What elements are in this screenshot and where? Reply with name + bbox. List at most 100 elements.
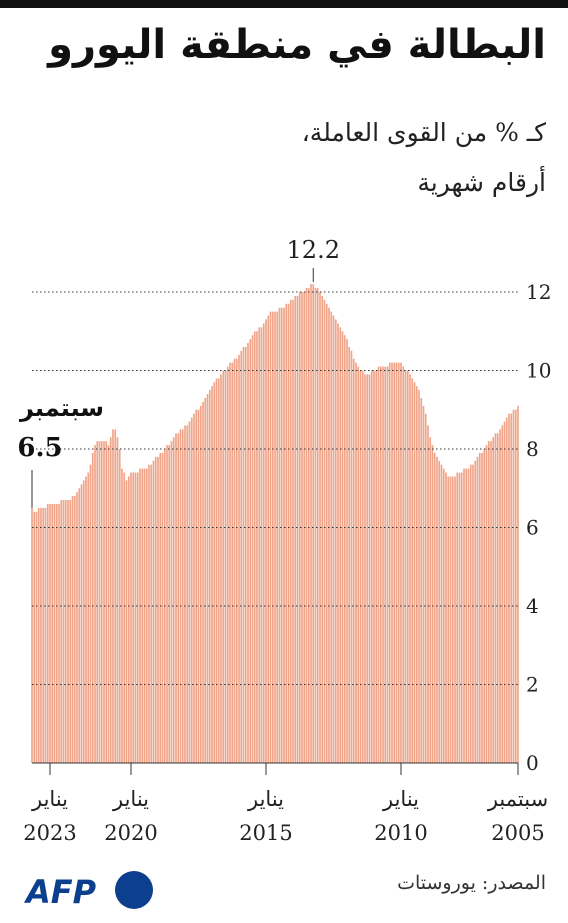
bar — [375, 370, 378, 763]
bar — [139, 468, 141, 763]
y-tick-label: 10 — [526, 359, 551, 383]
bar — [130, 472, 132, 763]
bar — [80, 484, 83, 763]
bar — [262, 323, 265, 763]
bar — [145, 468, 148, 763]
bar — [325, 303, 328, 763]
bar — [181, 429, 184, 763]
bar — [433, 452, 436, 763]
bar — [134, 472, 137, 763]
bar — [179, 429, 182, 763]
bar — [253, 331, 256, 763]
bar — [397, 362, 400, 763]
bar — [429, 437, 432, 763]
bar — [94, 445, 96, 763]
bar — [98, 441, 101, 763]
bar — [78, 488, 81, 763]
x-tick-label: يناير 2010 — [374, 787, 427, 845]
bar — [377, 366, 380, 763]
bar — [166, 445, 168, 763]
y-tick-label: 8 — [526, 437, 539, 461]
bar — [400, 362, 402, 763]
bar — [339, 327, 342, 763]
y-tick-label: 12 — [526, 280, 551, 304]
bar — [199, 405, 202, 763]
chart-title: البطالة في منطقة اليورو — [48, 22, 546, 68]
bar — [328, 307, 330, 763]
bar — [382, 366, 384, 763]
bar — [206, 394, 209, 763]
bar — [501, 425, 504, 763]
bar — [366, 374, 369, 763]
bar — [67, 500, 69, 763]
bar — [242, 346, 245, 763]
bar — [109, 437, 112, 763]
bar — [235, 358, 238, 763]
bar — [141, 468, 144, 763]
bar — [44, 507, 47, 763]
bar — [269, 311, 272, 763]
bar — [420, 397, 423, 763]
bar — [341, 331, 344, 763]
bar — [496, 433, 499, 763]
bar — [118, 449, 121, 763]
bar — [514, 409, 517, 763]
bar — [46, 503, 49, 763]
source: المصدر: يوروستات — [397, 872, 546, 894]
bar — [330, 311, 333, 763]
bar — [100, 441, 103, 763]
bar — [343, 335, 346, 763]
bar — [472, 464, 474, 763]
bar — [37, 507, 40, 763]
bar — [132, 472, 135, 763]
bar — [125, 480, 128, 763]
bar — [159, 452, 162, 763]
bar — [478, 452, 481, 763]
bar — [265, 319, 267, 763]
bar — [348, 346, 351, 763]
bar — [69, 500, 72, 763]
bar — [388, 362, 391, 763]
bar — [440, 464, 443, 763]
bar — [357, 366, 360, 763]
bar — [211, 386, 213, 763]
bar — [280, 307, 283, 763]
bar — [298, 292, 301, 763]
y-tick-label: 4 — [526, 594, 539, 618]
y-tick-label: 0 — [526, 751, 539, 775]
bar — [454, 476, 456, 763]
bar — [213, 382, 216, 763]
bar — [492, 437, 495, 763]
bar — [170, 441, 173, 763]
bar — [107, 445, 110, 763]
bar — [193, 413, 195, 763]
bar — [217, 378, 220, 763]
bar — [256, 331, 258, 763]
bar — [208, 390, 211, 763]
bar — [143, 468, 146, 763]
bar — [384, 366, 387, 763]
bar — [505, 417, 508, 763]
bar — [49, 503, 51, 763]
bar — [231, 362, 234, 763]
bar — [150, 464, 153, 763]
bar — [267, 315, 270, 763]
bar — [244, 346, 247, 763]
bar — [233, 358, 236, 763]
bar — [301, 292, 303, 763]
bar — [314, 288, 317, 763]
bar — [312, 284, 315, 763]
bar — [361, 370, 364, 763]
bar — [427, 425, 429, 763]
bar — [332, 315, 335, 763]
bar — [58, 503, 60, 763]
bar — [175, 433, 177, 763]
bar — [445, 472, 447, 763]
bar — [197, 409, 200, 763]
y-tick-label: 6 — [526, 516, 539, 540]
bar — [503, 421, 506, 763]
bar — [350, 350, 353, 763]
bar — [251, 335, 254, 763]
